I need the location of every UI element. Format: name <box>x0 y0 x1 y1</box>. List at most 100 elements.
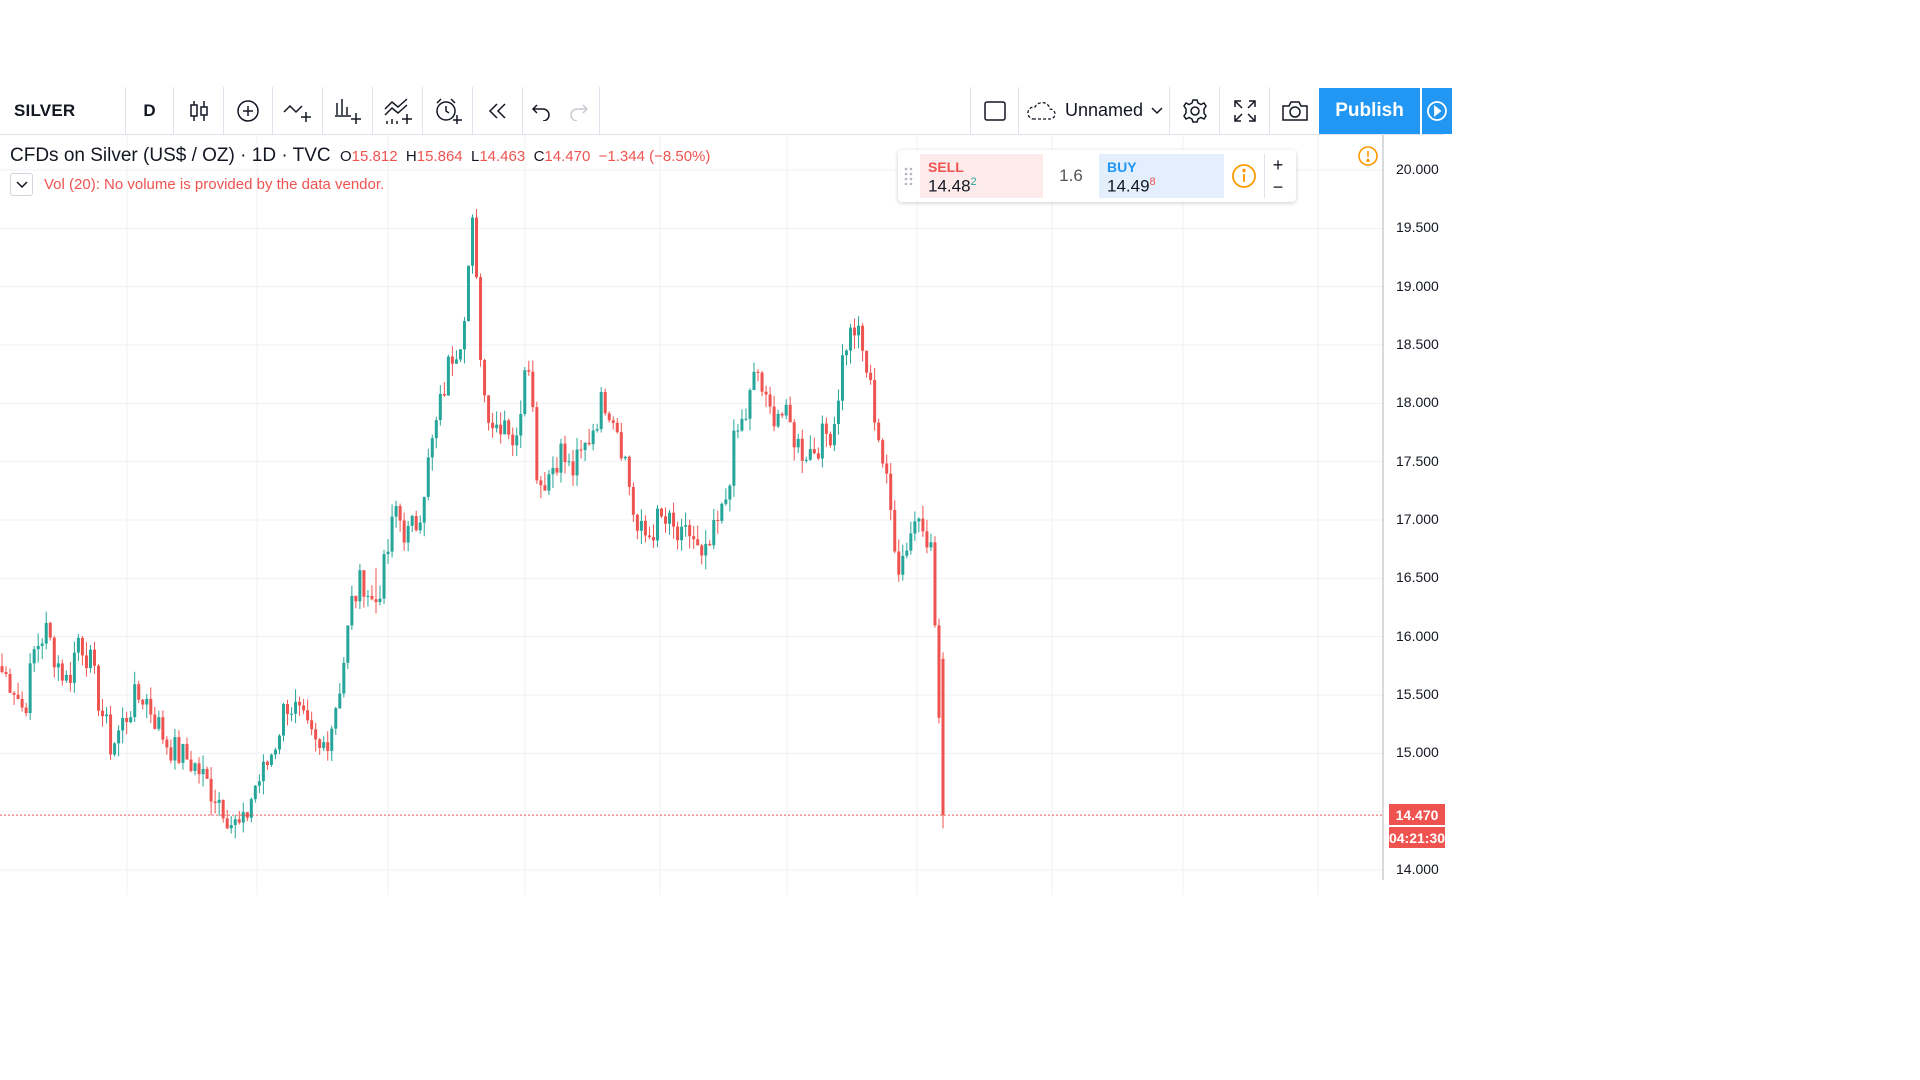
candle-body <box>390 516 394 552</box>
candle-body <box>346 625 350 663</box>
candle-body <box>587 442 591 445</box>
candle-body <box>631 486 635 515</box>
candle-body <box>857 325 861 336</box>
candle-body <box>48 622 52 638</box>
alert-button[interactable] <box>423 87 473 134</box>
candle-body <box>660 508 664 517</box>
add-symbol-icon <box>237 99 259 122</box>
candle-body <box>583 442 587 451</box>
info-icon[interactable] <box>1231 163 1257 189</box>
candle-body <box>479 277 483 360</box>
candle-body <box>808 449 812 460</box>
compare-button[interactable] <box>224 87 273 134</box>
layout-name-selector[interactable]: Unnamed <box>1019 87 1170 134</box>
candle-body <box>575 449 579 476</box>
candle-body <box>410 516 414 526</box>
candle-body <box>310 720 314 730</box>
candle-body <box>129 717 133 723</box>
candle-body <box>141 699 145 705</box>
buy-price: 14.498 <box>1107 176 1156 196</box>
candle-body <box>515 435 519 446</box>
symbol-label: SILVER <box>14 100 76 120</box>
candle-body <box>36 645 40 650</box>
candle-body <box>189 759 193 771</box>
candle-body <box>306 710 310 721</box>
candle-body <box>0 666 4 672</box>
chart-type-button[interactable] <box>174 87 224 134</box>
candle-body <box>133 684 137 718</box>
redo-button[interactable] <box>558 87 600 134</box>
candle-body <box>253 785 257 800</box>
candle-body <box>193 763 197 771</box>
candle-body <box>519 414 523 436</box>
candle-body <box>664 516 668 524</box>
buy-button[interactable]: BUY 14.498 <box>1099 154 1224 198</box>
candle-body <box>836 400 840 425</box>
candle-body <box>322 742 326 748</box>
candle-body <box>611 420 615 423</box>
candle-body <box>84 655 88 669</box>
candle-body <box>201 768 205 775</box>
templates-button[interactable] <box>373 87 423 134</box>
interval-selector[interactable]: D <box>126 87 174 134</box>
candle-body <box>16 694 20 699</box>
candle-body <box>889 473 893 510</box>
play-button[interactable] <box>1422 88 1452 134</box>
warning-icon[interactable] <box>1357 145 1379 167</box>
indicators-button[interactable] <box>273 87 323 134</box>
candle-body <box>708 543 712 546</box>
settings-button[interactable] <box>1170 87 1220 134</box>
fullscreen-button[interactable] <box>1220 87 1270 134</box>
open-value: 15.812 <box>351 148 398 165</box>
replay-button[interactable] <box>473 87 523 134</box>
legend-collapse-button[interactable] <box>10 173 33 196</box>
candle-body <box>458 349 462 360</box>
play-icon <box>1427 101 1447 121</box>
price-chart[interactable] <box>0 135 1460 895</box>
candle-body <box>92 649 96 666</box>
candle-body <box>157 717 161 729</box>
candle-body <box>523 370 527 415</box>
sell-price: 14.482 <box>928 176 977 196</box>
symbol-search[interactable]: SILVER <box>0 87 126 134</box>
candle-body <box>125 717 129 723</box>
drag-handle-icon[interactable] <box>904 167 914 185</box>
undo-button[interactable] <box>523 87 558 134</box>
layout-button[interactable] <box>970 87 1019 134</box>
candle-body <box>531 371 535 408</box>
cloud-icon <box>1027 101 1056 120</box>
increase-button[interactable]: + <box>1272 154 1284 175</box>
candle-body <box>627 456 631 487</box>
candle-body <box>853 327 857 336</box>
candle-body <box>149 698 153 715</box>
decrease-button[interactable]: − <box>1272 176 1284 197</box>
candle-body <box>97 665 101 711</box>
series-legend[interactable]: CFDs on Silver (US$ / OZ) · 1D · TVC <box>10 145 331 166</box>
candle-body <box>756 371 760 373</box>
candle-body <box>145 698 149 705</box>
candle-body <box>330 728 334 751</box>
candle-body <box>233 819 237 826</box>
screenshot-button[interactable] <box>1270 87 1319 134</box>
candle-body <box>338 693 342 709</box>
candle-body <box>804 459 808 461</box>
candle-body <box>378 598 382 603</box>
candle-body <box>551 467 555 475</box>
layout-icon <box>983 100 1006 121</box>
quantity-stepper[interactable]: + − <box>1264 154 1291 198</box>
candle-body <box>547 474 551 491</box>
candle-body <box>362 570 366 597</box>
candle-body <box>181 743 185 763</box>
candle-body <box>487 395 491 423</box>
sell-button[interactable]: SELL 14.482 <box>920 154 1043 198</box>
candle-body <box>430 438 434 458</box>
indicators-icon <box>282 104 311 122</box>
candle-body <box>205 768 209 779</box>
high-value: 15.864 <box>416 148 463 165</box>
financials-icon <box>334 98 361 124</box>
financials-button[interactable] <box>323 87 373 134</box>
change-value: −1.344 (−8.50%) <box>598 148 711 165</box>
top-toolbar: SILVER D <box>0 87 1444 135</box>
publish-button[interactable]: Publish <box>1319 88 1420 134</box>
spread-value: 1.6 <box>1059 166 1083 185</box>
